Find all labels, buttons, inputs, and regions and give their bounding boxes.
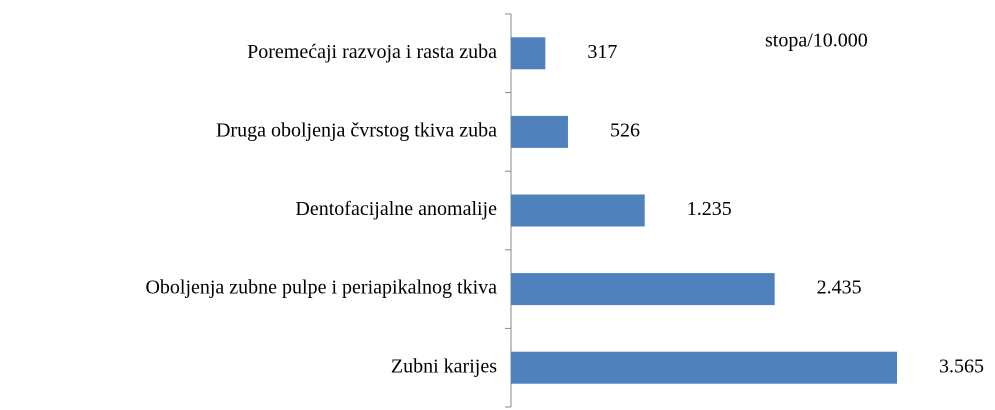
bar — [511, 115, 568, 148]
value-label: 1.235 — [687, 198, 732, 220]
bar — [511, 351, 897, 384]
bar — [511, 37, 546, 70]
value-label: 317 — [587, 41, 617, 63]
bar — [511, 194, 645, 227]
value-label: 526 — [610, 119, 640, 141]
value-label: 2.435 — [817, 277, 862, 299]
category-label: Zubni karijes — [391, 355, 497, 377]
value-label: 3.565 — [939, 355, 984, 377]
category-label: Oboljenja zubne pulpe i periapikalnog tk… — [145, 277, 497, 299]
category-label: Poremećaji razvoja i rasta zuba — [247, 41, 497, 63]
annotation: stopa/10.000 — [765, 30, 868, 52]
category-label: Dentofacijalne anomalije — [295, 198, 497, 220]
category-label: Druga oboljenja čvrstog tkiva zuba — [216, 119, 497, 141]
bar — [511, 273, 775, 306]
